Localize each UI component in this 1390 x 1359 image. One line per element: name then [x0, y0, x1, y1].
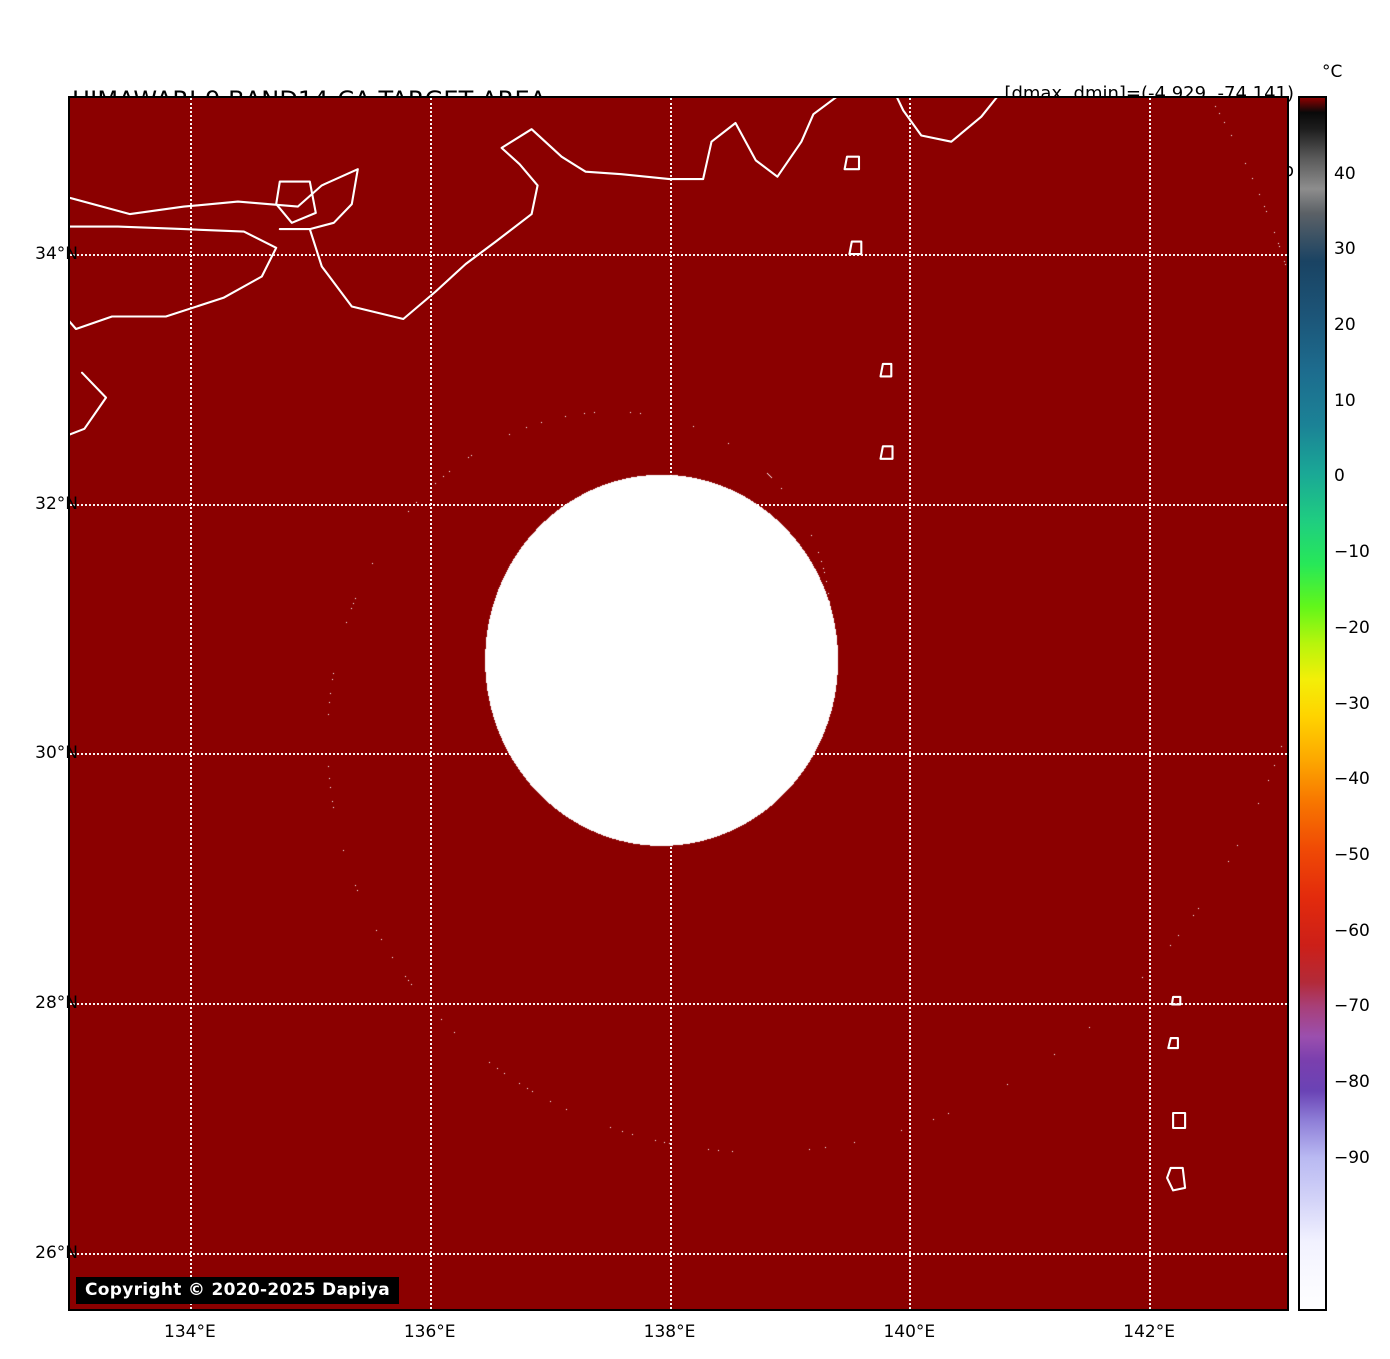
copyright-banner: Copyright © 2020-2025 Dapiya [76, 1277, 399, 1304]
colorbar-tick-40: 40 [1334, 163, 1356, 184]
lat-tick-30: 30°N [35, 743, 78, 764]
colorbar-tick-neg40: −40 [1334, 769, 1370, 790]
lon-tick-134: 134°E [164, 1322, 216, 1342]
colorbar-tick-20: 20 [1334, 315, 1356, 336]
colorbar-tick-neg70: −70 [1334, 996, 1370, 1017]
lon-tick-138: 138°E [643, 1322, 696, 1342]
coastline-overlay [70, 98, 1187, 1192]
lon-tick-140: 140°E [883, 1322, 936, 1342]
colorbar-tick-neg20: −20 [1334, 617, 1370, 638]
lon-tick-136: 136°E [403, 1322, 456, 1342]
colorbar-tick-10: 10 [1334, 390, 1356, 411]
satellite-plot-area[interactable]: Copyright © 2020-2025 Dapiya [68, 96, 1289, 1311]
colorbar-tick-neg30: −30 [1334, 693, 1370, 714]
colorbar-gradient [1300, 98, 1325, 1309]
colorbar-tick-0: 0 [1334, 466, 1345, 487]
colorbar-unit-label: °C [1322, 62, 1343, 82]
lat-tick-26: 26°N [35, 1242, 78, 1263]
lat-tick-28: 28°N [35, 993, 78, 1014]
colorbar-tick-neg50: −50 [1334, 844, 1370, 865]
colorbar-tick-neg90: −90 [1334, 1147, 1370, 1168]
colorbar-tick-neg60: −60 [1334, 920, 1370, 941]
lon-tick-142: 142°E [1123, 1322, 1175, 1342]
lat-tick-32: 32°N [35, 493, 78, 514]
colorbar-tick-30: 30 [1334, 239, 1356, 260]
temperature-colorbar[interactable] [1298, 96, 1327, 1311]
lat-tick-34: 34°N [35, 244, 78, 265]
colorbar-tick-neg80: −80 [1334, 1071, 1370, 1092]
colorbar-tick-neg10: −10 [1334, 542, 1370, 563]
infrared-brightness-temperature-image [70, 98, 1287, 1309]
